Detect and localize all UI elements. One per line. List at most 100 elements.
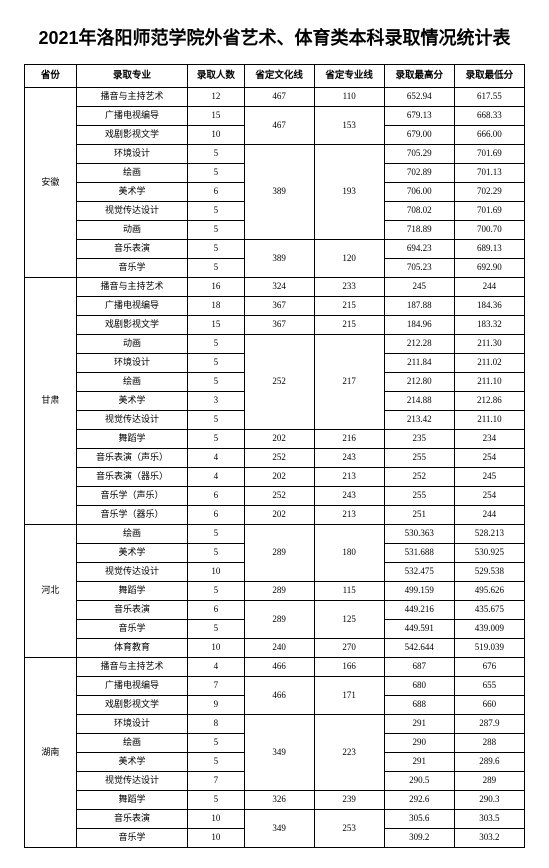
low-cell: 184.36	[454, 297, 524, 316]
table-row: 河北 绘画 5 289 180 530.363 528.213	[25, 525, 525, 544]
province-cell: 湖南	[25, 658, 77, 848]
major-cell: 音乐学	[76, 259, 187, 278]
culture-cell: 289	[244, 525, 314, 582]
table-row: 体育教育 10 240 270 542.644 519.039	[25, 639, 525, 658]
low-cell: 692.90	[454, 259, 524, 278]
pro-cell: 216	[314, 430, 384, 449]
pro-cell: 115	[314, 582, 384, 601]
major-cell: 广播电视编导	[76, 297, 187, 316]
culture-cell: 324	[244, 278, 314, 297]
pro-cell: 166	[314, 658, 384, 677]
count-cell: 10	[188, 126, 244, 145]
pro-cell: 180	[314, 525, 384, 582]
col-culture: 省定文化线	[244, 65, 314, 88]
high-cell: 708.02	[384, 202, 454, 221]
high-cell: 252	[384, 468, 454, 487]
low-cell: 655	[454, 677, 524, 696]
table-row: 广播电视编导 7 466 171 680 655	[25, 677, 525, 696]
pro-cell: 213	[314, 506, 384, 525]
table-row: 安徽 播音与主持艺术 12 467 110 652.94 617.55	[25, 88, 525, 107]
count-cell: 5	[188, 145, 244, 164]
high-cell: 291	[384, 715, 454, 734]
low-cell: 183.32	[454, 316, 524, 335]
high-cell: 292.6	[384, 791, 454, 810]
table-row: 广播电视编导 15 467 153 679.13 668.33	[25, 107, 525, 126]
pro-cell: 270	[314, 639, 384, 658]
province-cell: 甘肃	[25, 278, 77, 525]
major-cell: 动画	[76, 221, 187, 240]
count-cell: 6	[188, 183, 244, 202]
major-cell: 绘画	[76, 525, 187, 544]
header-row: 省份 录取专业 录取人数 省定文化线 省定专业线 录取最高分 录取最低分	[25, 65, 525, 88]
low-cell: 700.70	[454, 221, 524, 240]
count-cell: 5	[188, 354, 244, 373]
culture-cell: 252	[244, 449, 314, 468]
major-cell: 环境设计	[76, 145, 187, 164]
table-row: 戏剧影视文学 15 367 215 184.96 183.32	[25, 316, 525, 335]
table-row: 音乐表演 5 389 120 694.23 689.13	[25, 240, 525, 259]
major-cell: 视觉传达设计	[76, 202, 187, 221]
pro-cell: 233	[314, 278, 384, 297]
major-cell: 广播电视编导	[76, 677, 187, 696]
high-cell: 680	[384, 677, 454, 696]
count-cell: 4	[188, 468, 244, 487]
count-cell: 15	[188, 107, 244, 126]
count-cell: 5	[188, 525, 244, 544]
high-cell: 290	[384, 734, 454, 753]
page-title: 2021年洛阳师范学院外省艺术、体育类本科录取情况统计表	[24, 24, 525, 50]
major-cell: 戏剧影视文学	[76, 696, 187, 715]
count-cell: 7	[188, 772, 244, 791]
count-cell: 5	[188, 221, 244, 240]
major-cell: 视觉传达设计	[76, 563, 187, 582]
count-cell: 5	[188, 164, 244, 183]
low-cell: 617.55	[454, 88, 524, 107]
high-cell: 212.80	[384, 373, 454, 392]
count-cell: 8	[188, 715, 244, 734]
col-pro: 省定专业线	[314, 65, 384, 88]
high-cell: 305.6	[384, 810, 454, 829]
count-cell: 7	[188, 677, 244, 696]
major-cell: 音乐表演（器乐）	[76, 468, 187, 487]
high-cell: 718.89	[384, 221, 454, 240]
high-cell: 251	[384, 506, 454, 525]
culture-cell: 389	[244, 145, 314, 240]
low-cell: 289.6	[454, 753, 524, 772]
low-cell: 234	[454, 430, 524, 449]
low-cell: 288	[454, 734, 524, 753]
low-cell: 666.00	[454, 126, 524, 145]
table-row: 舞蹈学 5 202 216 235 234	[25, 430, 525, 449]
pro-cell: 243	[314, 487, 384, 506]
major-cell: 戏剧影视文学	[76, 316, 187, 335]
low-cell: 211.30	[454, 335, 524, 354]
major-cell: 音乐学（器乐）	[76, 506, 187, 525]
low-cell: 254	[454, 449, 524, 468]
high-cell: 706.00	[384, 183, 454, 202]
low-cell: 701.13	[454, 164, 524, 183]
culture-cell: 367	[244, 316, 314, 335]
major-cell: 音乐学（声乐）	[76, 487, 187, 506]
table-row: 舞蹈学 5 289 115 499.159 495.626	[25, 582, 525, 601]
major-cell: 戏剧影视文学	[76, 126, 187, 145]
low-cell: 660	[454, 696, 524, 715]
low-cell: 287.9	[454, 715, 524, 734]
high-cell: 212.28	[384, 335, 454, 354]
major-cell: 音乐表演	[76, 601, 187, 620]
major-cell: 动画	[76, 335, 187, 354]
high-cell: 705.29	[384, 145, 454, 164]
count-cell: 12	[188, 88, 244, 107]
admission-table: 省份 录取专业 录取人数 省定文化线 省定专业线 录取最高分 录取最低分 安徽 …	[24, 64, 525, 848]
culture-cell: 367	[244, 297, 314, 316]
table-row: 音乐学（器乐） 6 202 213 251 244	[25, 506, 525, 525]
high-cell: 211.84	[384, 354, 454, 373]
culture-cell: 202	[244, 430, 314, 449]
pro-cell: 153	[314, 107, 384, 145]
major-cell: 绘画	[76, 164, 187, 183]
low-cell: 254	[454, 487, 524, 506]
pro-cell: 171	[314, 677, 384, 715]
count-cell: 5	[188, 734, 244, 753]
high-cell: 499.159	[384, 582, 454, 601]
major-cell: 绘画	[76, 734, 187, 753]
major-cell: 音乐学	[76, 620, 187, 639]
culture-cell: 289	[244, 601, 314, 639]
count-cell: 15	[188, 316, 244, 335]
